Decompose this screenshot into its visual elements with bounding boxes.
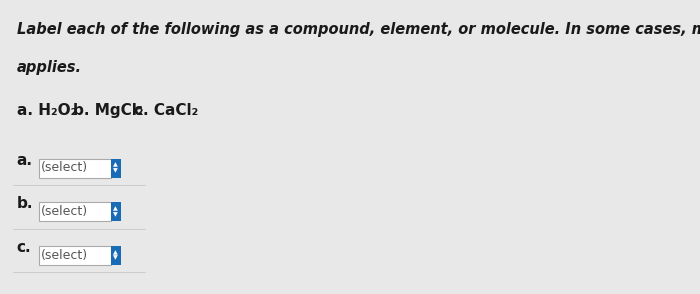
FancyBboxPatch shape bbox=[111, 246, 120, 265]
Text: b.: b. bbox=[17, 196, 33, 211]
Text: ▲: ▲ bbox=[113, 250, 118, 255]
FancyBboxPatch shape bbox=[39, 246, 111, 265]
FancyBboxPatch shape bbox=[39, 159, 111, 178]
Text: applies.: applies. bbox=[17, 60, 81, 75]
Text: ▼: ▼ bbox=[113, 256, 118, 261]
Text: a.: a. bbox=[17, 153, 32, 168]
FancyBboxPatch shape bbox=[111, 202, 120, 221]
Text: (select): (select) bbox=[41, 205, 88, 218]
Text: ▲: ▲ bbox=[113, 163, 118, 168]
Text: ▲: ▲ bbox=[113, 206, 118, 211]
Text: a. H₂O₂: a. H₂O₂ bbox=[17, 103, 77, 118]
Text: (select): (select) bbox=[41, 249, 88, 262]
Text: c.: c. bbox=[17, 240, 31, 255]
Text: Label each of the following as a compound, element, or molecule. In some cases, : Label each of the following as a compoun… bbox=[17, 22, 700, 37]
Text: ▼: ▼ bbox=[113, 212, 118, 217]
FancyBboxPatch shape bbox=[39, 202, 111, 221]
Text: ▼: ▼ bbox=[113, 168, 118, 173]
FancyBboxPatch shape bbox=[111, 159, 120, 178]
Text: (select): (select) bbox=[41, 161, 88, 174]
Text: b. MgCl₂: b. MgCl₂ bbox=[74, 103, 144, 118]
Text: c. CaCl₂: c. CaCl₂ bbox=[134, 103, 198, 118]
